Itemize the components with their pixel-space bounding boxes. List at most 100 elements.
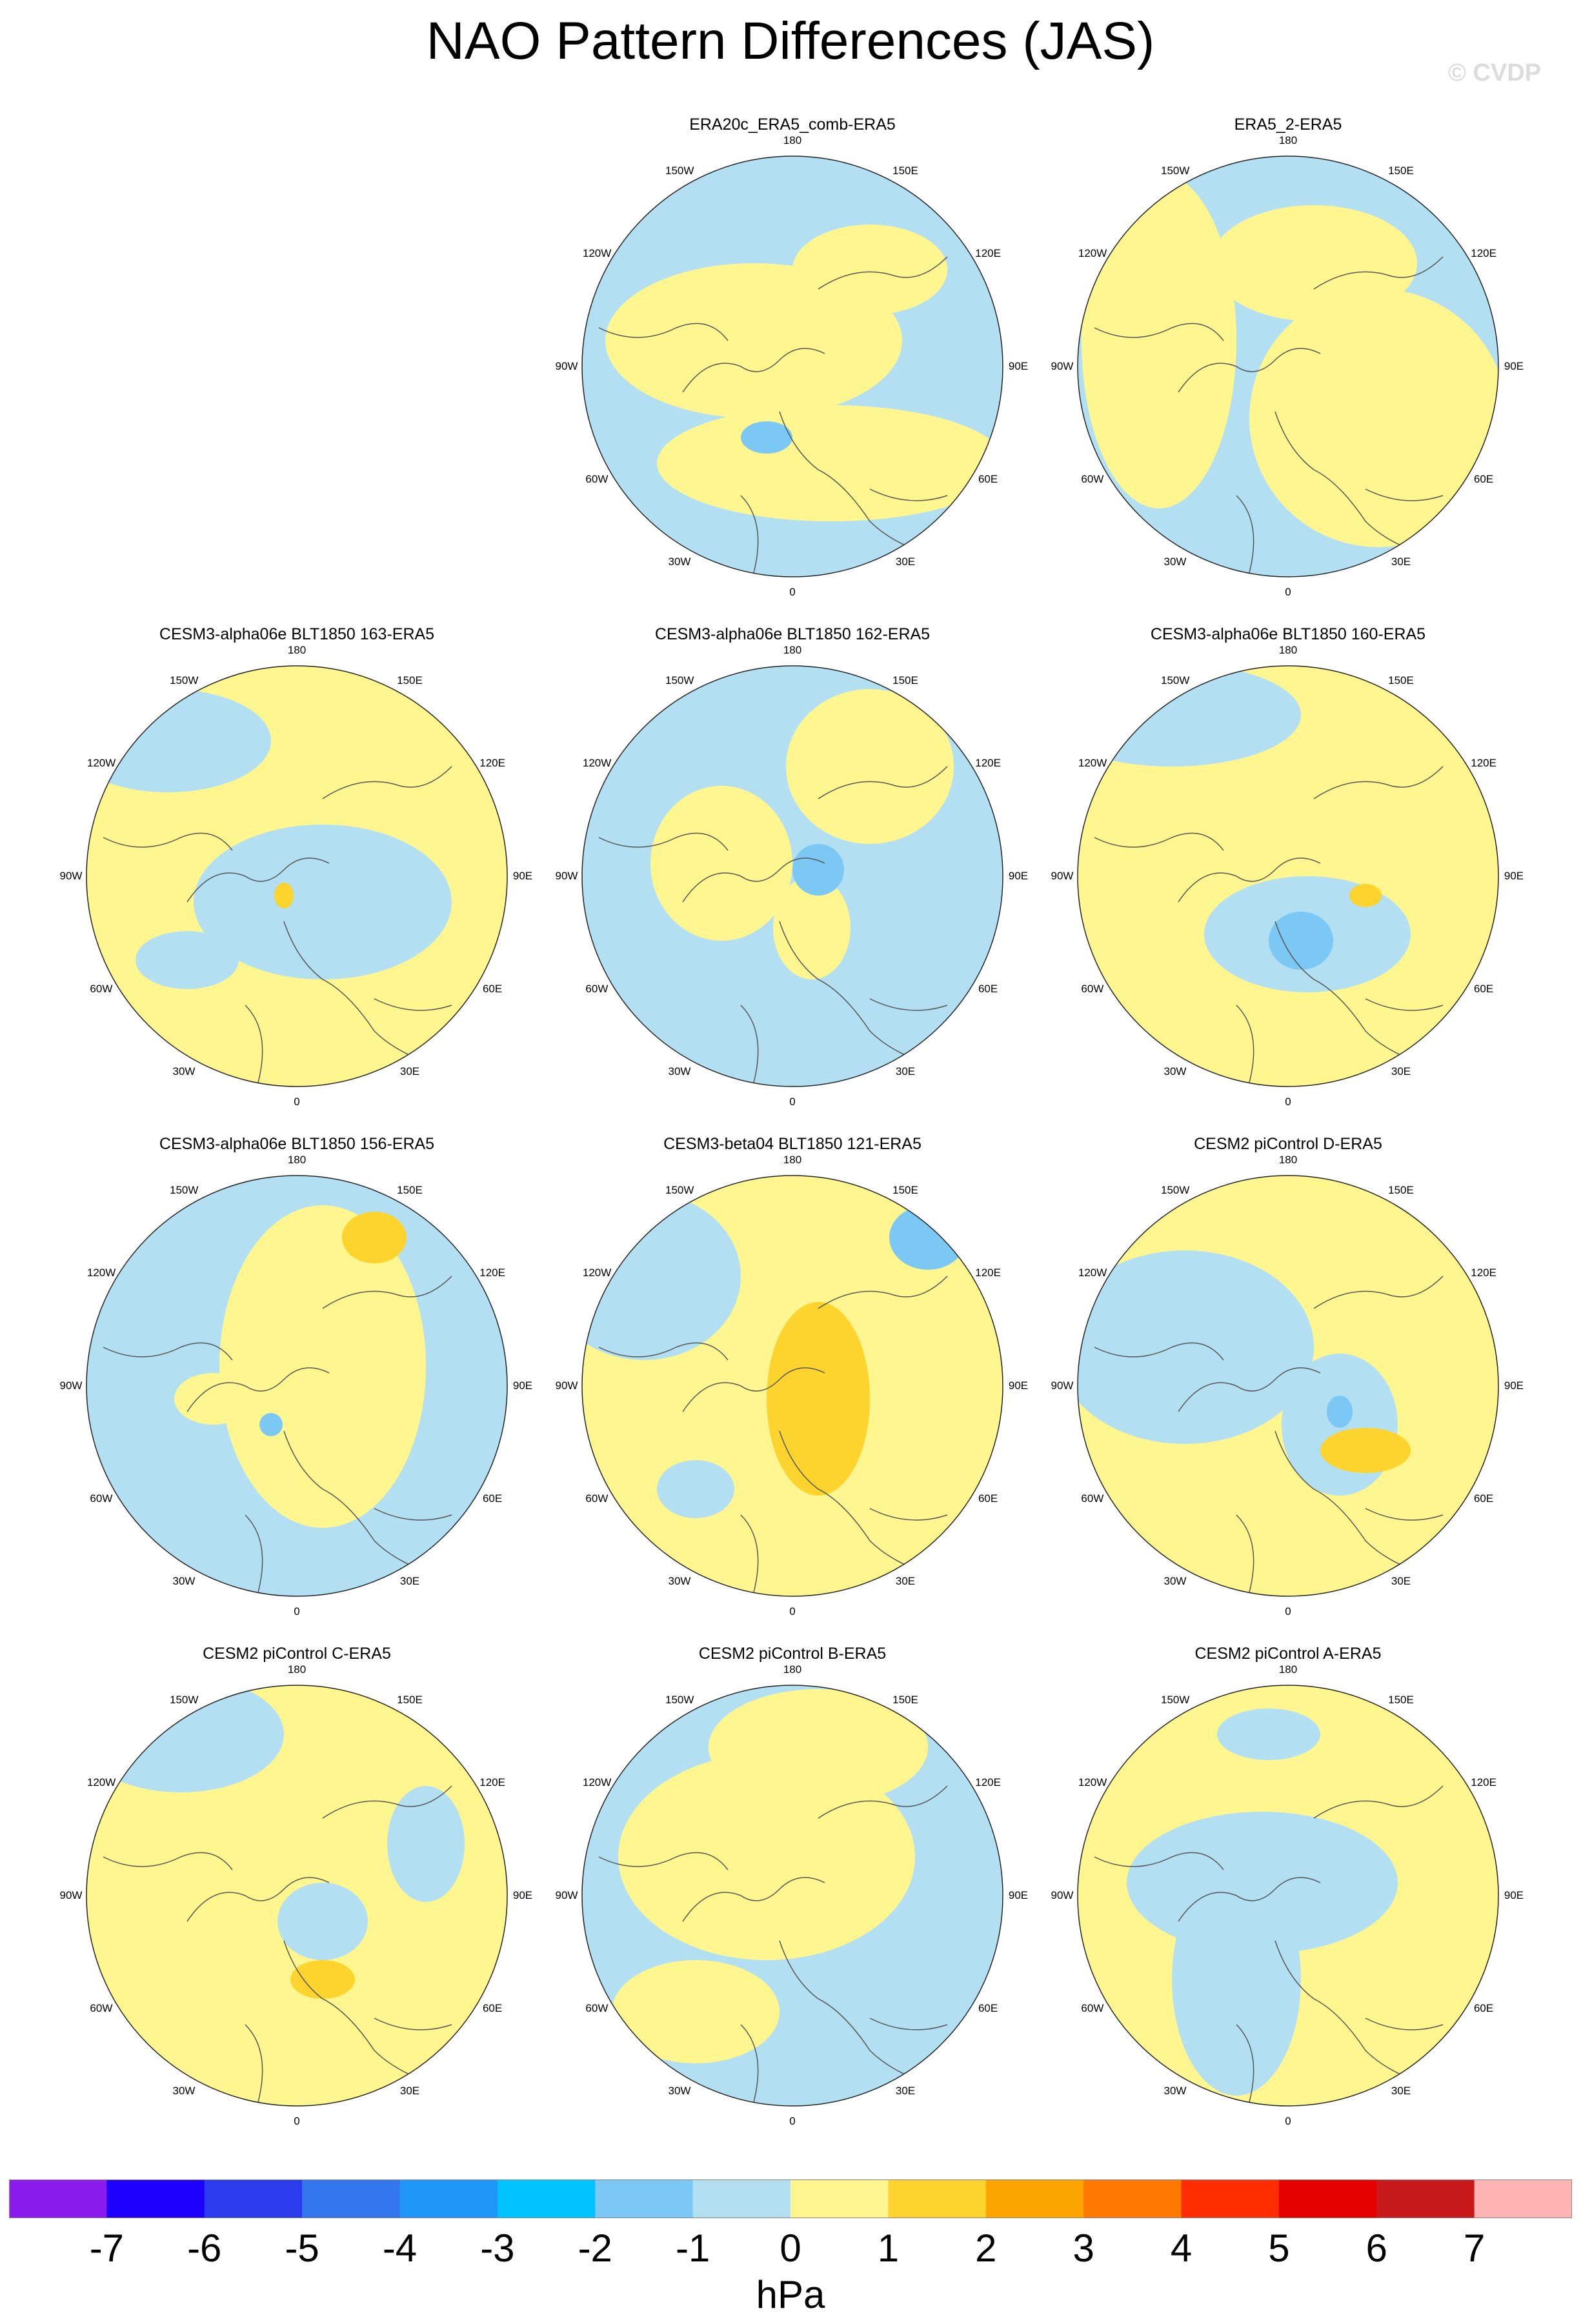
longitude-label: 0 <box>1285 1605 1291 1618</box>
coastline <box>1365 998 1444 1011</box>
colorbar-swatch <box>1474 2179 1572 2218</box>
coastline <box>869 488 948 501</box>
coastline <box>598 1342 729 1361</box>
watermark: © CVDP <box>1448 59 1542 86</box>
coastline <box>1236 1005 1254 1083</box>
longitude-label: 60W <box>1081 2002 1104 2014</box>
anomaly-region <box>709 1689 928 1805</box>
anomaly-region <box>1327 1396 1353 1428</box>
longitude-label: 120W <box>86 1267 116 1279</box>
coastline <box>869 1508 948 1521</box>
longitude-label: 150W <box>1161 674 1190 686</box>
coastline <box>374 998 452 1011</box>
map-background <box>1078 666 1498 1087</box>
polar-map <box>1077 1685 1499 2107</box>
anomaly-region <box>1269 912 1333 970</box>
anomaly-region <box>342 1212 407 1263</box>
longitude-label: 30W <box>668 2085 691 2098</box>
anomaly-region <box>86 689 271 792</box>
longitude-label: 90E <box>512 870 533 882</box>
longitude-label: 0 <box>789 1096 796 1108</box>
polar-map <box>86 1175 508 1597</box>
longitude-label: 0 <box>294 1096 300 1108</box>
coastline <box>869 998 948 1011</box>
longitude-label: 0 <box>1285 1096 1291 1108</box>
longitude-label: 180 <box>783 1154 802 1166</box>
longitude-label: 60W <box>585 1492 609 1505</box>
longitude-label: 150W <box>665 1693 694 1706</box>
coastline <box>1178 348 1321 393</box>
colorbar-swatch <box>790 2179 889 2218</box>
anomaly-region <box>889 1205 967 1270</box>
anomaly-region <box>650 786 792 941</box>
longitude-label: 0 <box>789 2115 796 2127</box>
longitude-label: 60W <box>1081 983 1104 995</box>
anomaly-region <box>277 1883 368 1960</box>
anomaly-region <box>1349 884 1382 907</box>
longitude-label: 90E <box>1504 1379 1524 1392</box>
longitude-label: 120W <box>1078 247 1107 259</box>
longitude-label: 120E <box>975 1267 1001 1279</box>
panel-title: CESM3-beta04 BLT1850 121-ERA5 <box>663 1135 921 1153</box>
anomaly-region <box>792 844 844 896</box>
colorbar-tick-label: 3 <box>1072 2227 1094 2270</box>
coastline <box>103 1852 233 1870</box>
longitude-label: 60E <box>482 983 503 995</box>
map-border <box>1077 1175 1499 1597</box>
longitude-label: 90E <box>512 1889 533 1901</box>
anomaly-region <box>1078 1250 1314 1444</box>
colorbar-tick-label: 7 <box>1463 2227 1485 2270</box>
longitude-label: 180 <box>1278 644 1298 656</box>
coastline <box>1365 2018 1444 2030</box>
longitude-label: 150W <box>665 674 694 686</box>
map-panel: CESM2 piControl B-ERA5 180 150E 120E 90E 60E 3… <box>556 1644 1029 2154</box>
longitude-label: 150W <box>170 674 199 686</box>
longitude-label: 90E <box>1008 360 1029 372</box>
map-panel: CESM3-alpha06e BLT1850 162-ERA5 180 150E 12… <box>556 625 1029 1134</box>
coastline <box>818 1785 948 1819</box>
longitude-label: 60E <box>1473 983 1494 995</box>
longitude-label: 90E <box>1008 1379 1029 1392</box>
longitude-label: 90E <box>1504 870 1524 882</box>
longitude-label: 30E <box>399 1575 420 1588</box>
longitude-label: 120W <box>582 757 612 769</box>
anomaly-region <box>612 1960 780 2063</box>
coastline <box>1313 256 1444 290</box>
polar-map <box>581 1685 1003 2107</box>
longitude-label: 0 <box>789 1605 796 1618</box>
map-panel: CESM3-alpha06e BLT1850 163-ERA5 180 150E 12… <box>60 625 533 1134</box>
colorbar-swatch <box>985 2179 1084 2218</box>
longitude-label: 30E <box>1391 1065 1411 1078</box>
longitude-label: 150E <box>892 164 918 177</box>
coastline <box>322 1785 452 1819</box>
longitude-label: 90E <box>1504 360 1524 372</box>
longitude-label: 150E <box>1388 674 1414 686</box>
longitude-label: 60E <box>482 1492 503 1505</box>
longitude-label: 30W <box>172 1065 196 1078</box>
longitude-label: 30W <box>668 1575 691 1588</box>
coastline <box>740 495 759 574</box>
longitude-label: 150E <box>1388 164 1414 177</box>
longitude-label: 120W <box>86 1776 116 1788</box>
longitude-label: 90E <box>1008 870 1029 882</box>
anomaly-region <box>194 825 452 979</box>
longitude-label: 90W <box>555 360 578 372</box>
colorbar-tick-label: -5 <box>285 2227 319 2270</box>
colorbar-units: hPa <box>756 2273 825 2316</box>
longitude-label: 30W <box>172 1575 196 1588</box>
longitude-label: 30E <box>895 556 916 568</box>
panel-title: CESM2 piControl A-ERA5 <box>1194 1645 1382 1663</box>
longitude-label: 120E <box>1471 757 1496 769</box>
longitude-label: 60W <box>585 473 609 485</box>
longitude-label: 120W <box>582 1776 612 1788</box>
coastline <box>1178 1367 1321 1412</box>
colorbar-tick-label: -6 <box>187 2227 222 2270</box>
map-panel: CESM3-alpha06e BLT1850 156-ERA5 180 150E 12… <box>60 1134 533 1644</box>
coastline <box>598 832 729 851</box>
longitude-label: 120E <box>479 1776 505 1788</box>
longitude-label: 30W <box>668 1065 691 1078</box>
longitude-label: 90E <box>1008 1889 1029 1901</box>
coastline <box>682 857 825 903</box>
longitude-label: 150E <box>892 1183 918 1196</box>
longitude-label: 90W <box>555 870 578 882</box>
